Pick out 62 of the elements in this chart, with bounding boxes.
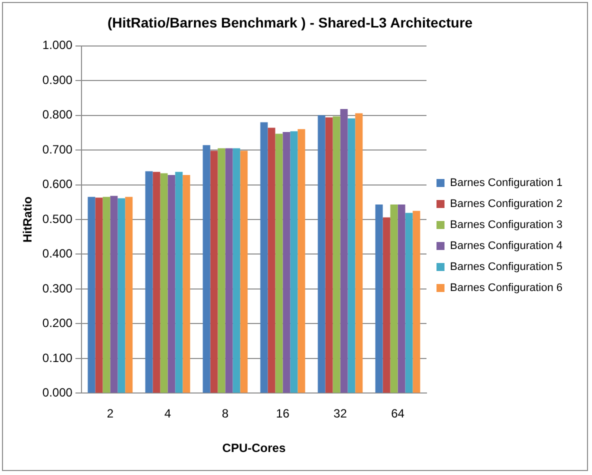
legend-label: Barnes Configuration 1 bbox=[450, 177, 563, 190]
bar bbox=[88, 196, 96, 393]
x-tick-label: 2 bbox=[106, 406, 114, 421]
bar bbox=[240, 150, 248, 393]
x-tick-label: 64 bbox=[391, 406, 405, 421]
x-tick-label: 16 bbox=[276, 406, 290, 421]
bar bbox=[298, 129, 306, 393]
x-tick-label: 4 bbox=[164, 406, 172, 421]
bar bbox=[232, 148, 240, 393]
legend-label: Barnes Configuration 2 bbox=[450, 198, 563, 210]
y-axis-title: HitRatio bbox=[20, 196, 35, 242]
bar bbox=[182, 175, 190, 393]
bar bbox=[318, 115, 326, 393]
bar bbox=[175, 172, 183, 393]
legend-label: Barnes Configuration 3 bbox=[450, 219, 563, 232]
y-tick-label: 0.600 bbox=[42, 177, 73, 192]
bar bbox=[95, 198, 103, 393]
bar bbox=[398, 204, 406, 393]
legend-label: Barnes Configuration 6 bbox=[450, 282, 563, 294]
bar bbox=[145, 171, 153, 393]
bar bbox=[275, 134, 283, 393]
legend-label: Barnes Configuration 4 bbox=[450, 240, 563, 252]
bar bbox=[405, 212, 413, 393]
y-tick-label: 0.000 bbox=[42, 386, 73, 400]
x-axis-title: CPU-Cores bbox=[222, 441, 286, 456]
bar bbox=[110, 196, 118, 393]
bar bbox=[340, 109, 348, 393]
bar bbox=[332, 116, 340, 393]
bar bbox=[282, 132, 290, 393]
bar bbox=[390, 204, 398, 393]
y-tick-label: 0.300 bbox=[42, 281, 73, 296]
bar bbox=[168, 175, 176, 393]
bar bbox=[375, 204, 383, 393]
bar bbox=[268, 128, 276, 393]
bar bbox=[225, 148, 233, 393]
y-tick-label: 0.900 bbox=[42, 72, 73, 87]
bar bbox=[125, 196, 133, 393]
bar bbox=[210, 150, 218, 393]
y-tick-label: 1.000 bbox=[42, 38, 73, 52]
y-tick-label: 0.500 bbox=[42, 212, 73, 226]
x-tick-label: 32 bbox=[334, 406, 348, 421]
chart-title: (HitRatio/Barnes Benchmark ) - Shared-L3 Architecture bbox=[107, 14, 473, 30]
legend-label: Barnes Configuration 5 bbox=[450, 261, 563, 274]
y-tick-label: 0.100 bbox=[42, 350, 73, 365]
bar bbox=[260, 122, 268, 393]
bar bbox=[412, 210, 420, 393]
y-tick-label: 0.700 bbox=[42, 142, 73, 156]
bar bbox=[348, 118, 356, 393]
x-tick-label: 8 bbox=[222, 406, 229, 421]
bar bbox=[160, 173, 168, 393]
bar bbox=[118, 198, 126, 393]
y-tick-label: 0.400 bbox=[42, 246, 73, 261]
bar bbox=[325, 117, 333, 393]
bar bbox=[290, 131, 298, 393]
bar bbox=[102, 196, 110, 393]
y-tick-label: 0.200 bbox=[42, 316, 73, 330]
bar bbox=[152, 172, 160, 393]
bar bbox=[382, 217, 390, 393]
bar bbox=[355, 113, 363, 393]
bar bbox=[218, 148, 226, 393]
bar bbox=[202, 145, 210, 393]
y-tick-label: 0.800 bbox=[42, 108, 73, 122]
